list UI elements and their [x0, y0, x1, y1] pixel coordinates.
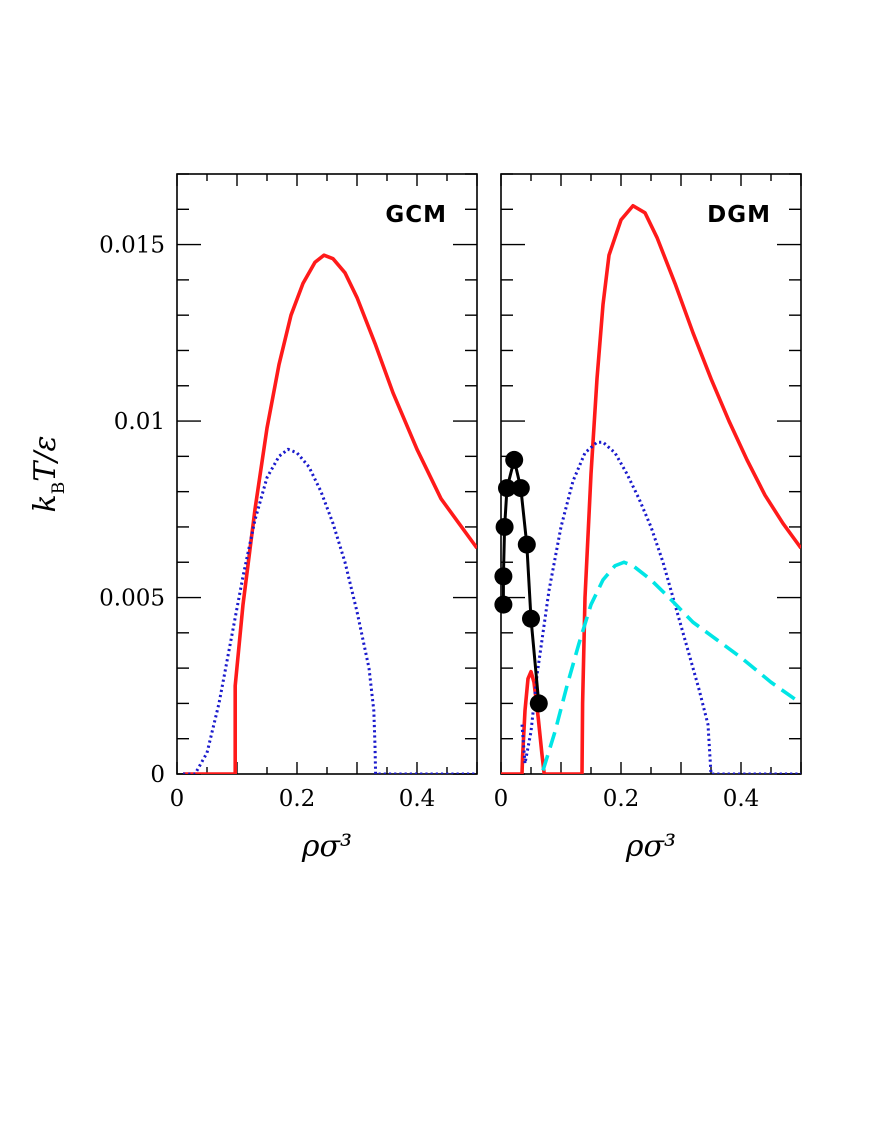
- gcm-x-tick-label: 0.4: [399, 786, 436, 812]
- y-axis-label-text: kBT/ε: [28, 436, 69, 513]
- gcm-y-tick-label: 0.005: [99, 586, 165, 612]
- dgm-simulation-point: [494, 595, 513, 614]
- gcm-series-line-1: [183, 447, 477, 774]
- dgm-series-line-0: [501, 203, 801, 774]
- dgm-simulation-point: [517, 535, 536, 554]
- gcm-y-tick-label: 0: [150, 762, 165, 788]
- gcm-y-tick-label: 0.015: [99, 233, 165, 259]
- dgm-simulation-point: [494, 567, 513, 586]
- dgm-simulation-point: [505, 450, 524, 469]
- y-label-main: k: [28, 494, 63, 512]
- dgm-simulation-point: [522, 609, 540, 628]
- dgm-x-tick-label: 0: [494, 786, 509, 812]
- dgm-x-axis-label: ρσ³: [625, 829, 676, 864]
- y-label-sub: B: [49, 482, 69, 495]
- gcm-y-tick-label: 0.01: [114, 409, 165, 435]
- gcm-panel-label: GCM: [385, 202, 447, 228]
- dgm-simulation-point: [511, 479, 530, 498]
- dgm-panel: 0 0.2 0.4 DGM ρσ³: [494, 173, 802, 864]
- dgm-series-line-2: [541, 560, 801, 772]
- dgm-simulation-point: [529, 694, 548, 713]
- dgm-x-tick-label: 0.2: [603, 786, 640, 812]
- gcm-x-axis-label: ρσ³: [301, 829, 352, 864]
- y-label-rest: T/ε: [28, 436, 63, 482]
- gcm-panel: 0 0.2 0.4 0 0.005 0.01 0.015 GCM ρσ³: [99, 173, 478, 864]
- dgm-panel-label: DGM: [707, 202, 771, 228]
- gcm-x-tick-label: 0.2: [279, 786, 316, 812]
- dgm-simulation-point: [498, 479, 516, 498]
- gcm-x-tick-label: 0: [170, 786, 185, 812]
- y-axis-label: kBT/ε: [28, 436, 69, 513]
- gcm-plot-frame: [176, 173, 478, 775]
- dgm-simulation-point: [495, 517, 514, 536]
- dgm-series-line-1: [520, 440, 801, 774]
- dgm-x-tick-label: 0.4: [723, 786, 760, 812]
- gcm-series-line-0: [183, 253, 477, 774]
